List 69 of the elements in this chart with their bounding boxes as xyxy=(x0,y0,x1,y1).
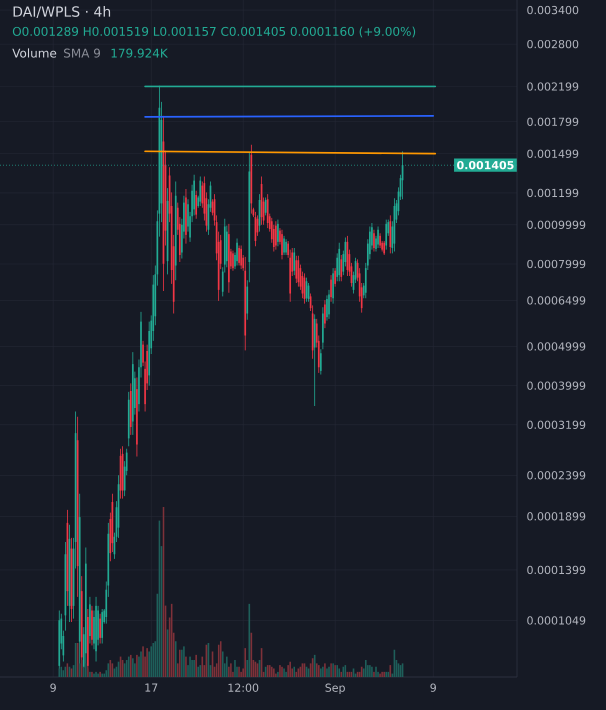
candlestick xyxy=(328,290,330,319)
y-tick-label: 0.0009999 xyxy=(527,220,586,229)
candlestick xyxy=(162,116,164,291)
y-tick-label: 0.001199 xyxy=(527,188,578,198)
chart-title: Volume xyxy=(12,48,56,58)
y-tick-label: 0.0004999 xyxy=(527,342,586,351)
candlestick xyxy=(377,226,379,248)
y-tick-label: 0.0006499 xyxy=(527,296,586,305)
ref-line-label: 0.001405 xyxy=(457,160,514,170)
y-tick-label: 0.0001899 xyxy=(527,512,586,520)
x-tick-label: 9 xyxy=(50,684,56,692)
chart-title: DAI/WPLS · 4h xyxy=(14,6,110,18)
candlestick xyxy=(277,220,279,246)
candlestick xyxy=(379,233,381,248)
candlestick xyxy=(66,510,68,606)
candlestick xyxy=(283,236,285,255)
y-tick-label: 0.0007999 xyxy=(527,260,586,268)
candlestick xyxy=(236,238,238,266)
candlestick xyxy=(136,377,138,457)
y-tick-label: 0.0003999 xyxy=(527,382,586,390)
candlestick xyxy=(122,446,124,499)
x-tick-label: 9 xyxy=(430,684,436,692)
candlestick xyxy=(64,542,66,631)
y-tick-label: 0.003400 xyxy=(527,6,578,14)
candlestick xyxy=(120,448,122,499)
candlestick xyxy=(334,268,336,287)
text: O0.001289 H0.001519 L0.001157 C0.001405 0.0001160 (+9.00%) xyxy=(12,26,416,38)
candlestick xyxy=(99,614,101,644)
candlestick xyxy=(394,198,396,252)
x-tick-label: Sep xyxy=(325,684,345,694)
candlestick xyxy=(185,189,187,244)
candlestick xyxy=(306,278,308,302)
candlestick xyxy=(260,176,262,225)
candlestick xyxy=(304,273,306,304)
candlestick xyxy=(275,221,277,250)
y-tick-label: 0.002199 xyxy=(527,82,578,91)
annotation: 179.924K xyxy=(112,48,168,58)
candlestick xyxy=(281,230,283,260)
candlestick xyxy=(95,596,97,662)
y-tick-label: 0.001799 xyxy=(527,118,578,126)
y-tick-label: 0.0002399 xyxy=(527,471,586,480)
candlestick xyxy=(324,300,326,328)
y-tick-label: 0.002800 xyxy=(527,40,578,48)
chart-subtitle: SMA 9 xyxy=(64,48,100,58)
candlestick xyxy=(258,194,260,232)
candlestick xyxy=(91,606,93,646)
candlestick xyxy=(238,245,240,266)
candlestick xyxy=(68,524,70,622)
candlestick xyxy=(373,230,375,252)
candlestick xyxy=(322,307,324,350)
candlestick xyxy=(89,596,91,644)
candlestick xyxy=(346,236,348,276)
candlestick xyxy=(330,275,332,302)
x-tick-label: 12:00 xyxy=(228,684,258,692)
candlestick xyxy=(70,538,72,622)
candlestick xyxy=(254,212,256,246)
y-tick-label: 0.0001049 xyxy=(527,616,586,625)
y-tick-label: 0.001499 xyxy=(527,150,578,158)
candlestick xyxy=(228,224,230,293)
y-tick-label: 0.0003199 xyxy=(527,420,586,429)
candlestick xyxy=(285,239,287,255)
candlestick xyxy=(240,245,242,270)
candlestick xyxy=(332,268,334,304)
candlestick xyxy=(298,256,300,287)
candlestick xyxy=(166,188,168,274)
candlestick xyxy=(118,475,120,538)
y-tick-label: 0.0001399 xyxy=(527,566,586,574)
x-tick-label: 17 xyxy=(145,684,158,692)
candlestick xyxy=(232,250,234,271)
